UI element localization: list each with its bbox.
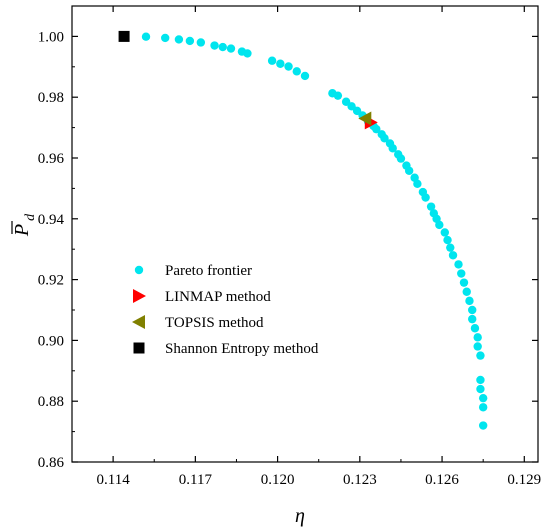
pareto-frontier-point xyxy=(476,384,485,394)
pareto-frontier-point xyxy=(473,333,482,342)
x-tick-label: 0.123 xyxy=(343,472,377,488)
y-tick-label: 0.86 xyxy=(38,455,65,471)
pareto-frontier-point xyxy=(300,71,310,81)
pareto-frontier-point xyxy=(454,260,463,269)
y-tick-label: 0.90 xyxy=(38,333,64,349)
pareto-frontier-point xyxy=(292,67,301,76)
pareto-frontier-point xyxy=(174,35,184,44)
axis-ticks: 0.114 0.117 0.120 0.123 0.126 0.129 0.86 0.88 0.… xyxy=(38,6,541,488)
pareto-frontier-point xyxy=(446,243,455,252)
pareto-frontier-point xyxy=(421,193,430,202)
pareto-frontier-point xyxy=(161,33,170,43)
y-tick-label: 0.92 xyxy=(38,273,64,289)
x-tick-label: 0.126 xyxy=(425,472,459,488)
y-axis-label-sub: d xyxy=(23,213,38,221)
pareto-frontier-point xyxy=(468,314,477,324)
y-tick-label: 1.00 xyxy=(38,29,64,45)
pareto-frontier-point xyxy=(185,36,195,46)
topsis-method-point xyxy=(358,111,372,126)
pareto-frontier-point xyxy=(333,91,343,100)
x-tick-label: 0.114 xyxy=(97,472,131,488)
legend-marker-linmap-method xyxy=(133,289,146,303)
pareto-frontier-point xyxy=(404,166,414,175)
legend-label-linmap-method: LINMAP method xyxy=(165,289,271,305)
pareto-frontier-point xyxy=(426,202,436,211)
pareto-frontier-point xyxy=(243,49,252,58)
pareto-frontier-point xyxy=(380,134,389,143)
pareto-frontier-point xyxy=(448,251,458,260)
y-tick-label: 0.98 xyxy=(38,90,64,106)
legend-label-topsis-method: TOPSIS method xyxy=(165,315,264,331)
svg-text:Pd: Pd xyxy=(11,213,38,237)
legend: Pareto frontier LINMAP method TOPSIS metho… xyxy=(132,263,319,357)
legend-marker-pareto-frontier xyxy=(134,265,144,275)
pareto-frontier-point xyxy=(478,421,488,430)
y-tick-label: 0.88 xyxy=(38,394,64,410)
pareto-frontier-point xyxy=(210,41,219,50)
pareto-frontier-point xyxy=(218,42,227,52)
pareto-frontier-point xyxy=(478,393,488,403)
x-axis-label: η xyxy=(295,505,305,527)
pareto-frontier-point xyxy=(443,235,452,245)
pareto-frontier-point xyxy=(462,287,471,296)
pareto-frontier-point xyxy=(141,32,151,41)
pareto-frontier-point xyxy=(284,62,293,71)
pareto-frontier-point xyxy=(457,269,466,278)
pareto-frontier-point xyxy=(468,305,477,315)
pareto-frontier-point xyxy=(267,56,277,65)
y-tick-label: 0.94 xyxy=(38,212,65,228)
pareto-frontier-point xyxy=(473,342,482,351)
pareto-frontier-point xyxy=(396,154,406,163)
pareto-frontier-point xyxy=(196,38,206,47)
pareto-frontier-point xyxy=(440,228,449,237)
pareto-frontier-point xyxy=(226,44,236,53)
x-tick-label: 0.129 xyxy=(507,472,541,488)
pareto-frontier-point xyxy=(276,59,285,68)
y-axis-label-main: P xyxy=(11,224,33,237)
legend-marker-shannon-entropy-method xyxy=(133,342,145,354)
pareto-frontier-point xyxy=(372,124,381,134)
legend-marker-topsis-method xyxy=(132,315,145,329)
x-tick-label: 0.117 xyxy=(179,472,213,488)
pareto-frontier-point xyxy=(459,278,469,287)
shannon-entropy-method-point xyxy=(118,30,130,42)
legend-label-shannon-entropy-method: Shannon Entropy method xyxy=(165,341,319,357)
pareto-frontier-point xyxy=(470,324,480,333)
data-points xyxy=(118,30,488,430)
y-axis-label: Pd xyxy=(11,213,38,237)
y-tick-label: 0.96 xyxy=(38,151,65,167)
pareto-frontier-point xyxy=(413,179,422,189)
pareto-frontier-point xyxy=(388,144,397,153)
pareto-frontier-point xyxy=(476,351,485,360)
pareto-frontier-point xyxy=(476,375,485,385)
legend-label-pareto-frontier: Pareto frontier xyxy=(165,263,252,279)
pareto-frontier-point xyxy=(435,220,444,230)
x-tick-label: 0.120 xyxy=(261,472,295,488)
plot-frame xyxy=(71,5,539,463)
pareto-frontier-point xyxy=(465,296,474,306)
pareto-frontier-point xyxy=(478,403,488,412)
